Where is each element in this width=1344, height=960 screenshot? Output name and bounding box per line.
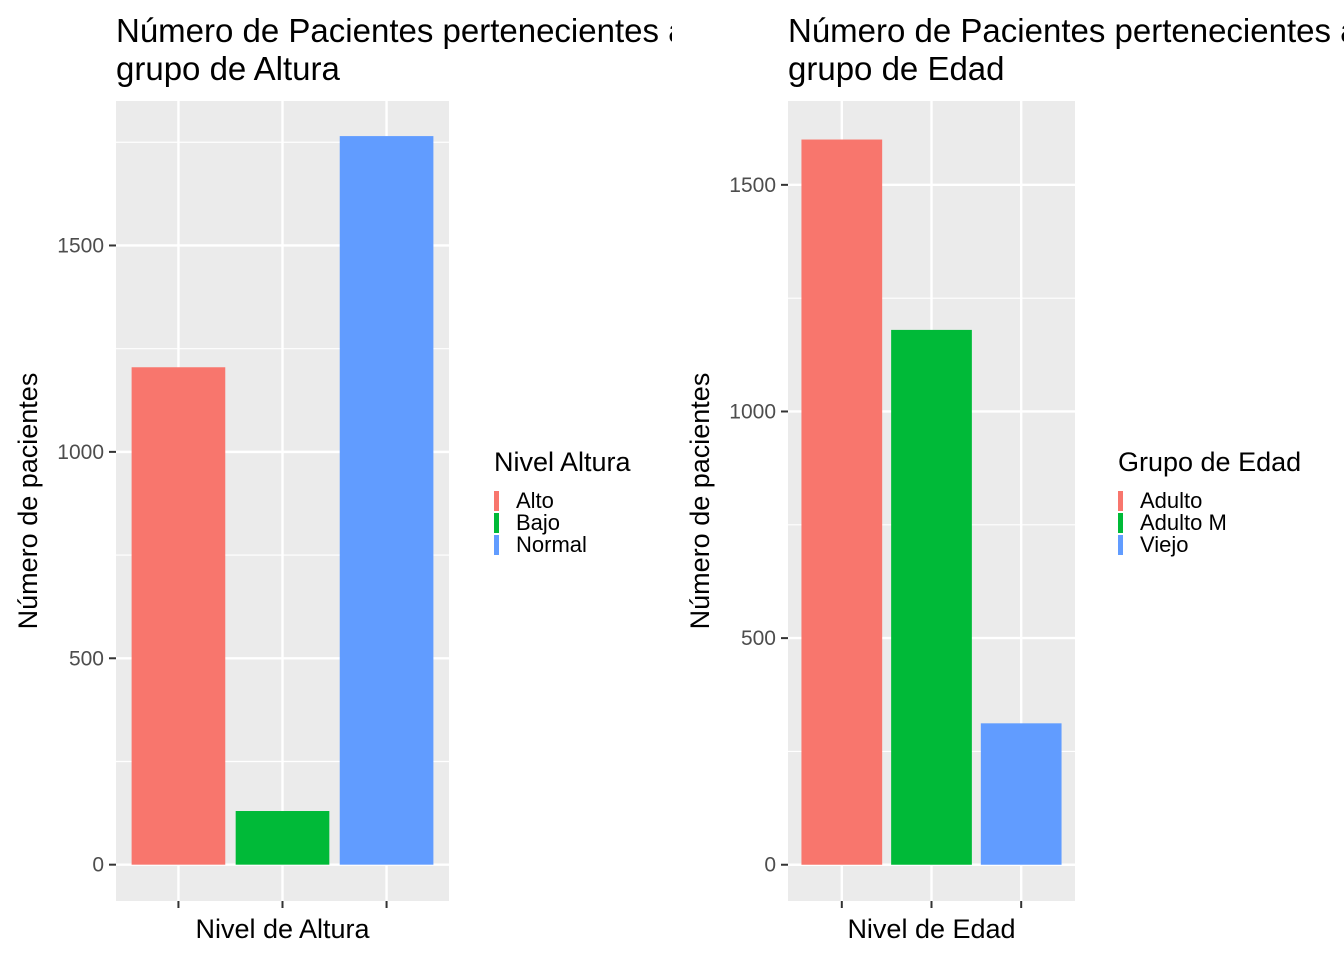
chart-title-edad: Número de Pacientes pertenecientes a cad…: [788, 12, 1344, 88]
y-tick-label: 1500: [729, 174, 776, 197]
bar-adulto: [801, 139, 883, 865]
y-tick-label: 1000: [729, 400, 776, 423]
legend-title: Grupo de Edad: [1118, 447, 1301, 477]
bar-alto: [131, 367, 226, 865]
legend-key: [1118, 513, 1123, 533]
y-tick-label: 500: [741, 627, 776, 650]
legend-key: [1118, 535, 1123, 555]
chart-title-line2: grupo de Edad: [788, 50, 1005, 87]
y-tick-label: 1500: [57, 234, 104, 257]
y-axis-title: Número de pacientes: [685, 373, 715, 630]
bar-chart-edad: 0 500 1000 1500 Nivel de Edad Número de pacie…: [685, 101, 1301, 944]
bar-viejo: [980, 723, 1062, 865]
legend-key: [494, 535, 499, 555]
chart-title-line1: Número de Pacientes pertenecientes a cad…: [788, 12, 1344, 49]
legend-label: Alto: [516, 488, 554, 513]
y-tick-label: 0: [764, 854, 776, 877]
bar-normal: [339, 136, 434, 865]
chart-title-line2: grupo de Altura: [116, 50, 340, 87]
legend-label: Bajo: [516, 510, 560, 535]
legend-key: [494, 491, 499, 511]
y-tick-label: 1000: [57, 441, 104, 464]
bar-adulto-m: [891, 329, 972, 865]
chart-title-altura: Número de Pacientes pertenecientes a cad…: [116, 12, 672, 88]
chart-panel-altura: Número de Pacientes pertenecientes a cad…: [13, 12, 672, 944]
y-axis-title: Número de pacientes: [13, 373, 43, 630]
legend-label: Adulto: [1140, 488, 1202, 513]
legend-key: [1118, 491, 1123, 511]
chart-panel-edad: Número de Pacientes pertenecientes a cad…: [672, 0, 1344, 960]
y-tick-label: 0: [92, 854, 104, 877]
legend-label: Viejo: [1140, 532, 1189, 557]
legend-key: [494, 513, 499, 533]
legend-label: Adulto M: [1140, 510, 1227, 535]
chart-title-line1: Número de Pacientes pertenecientes a cad…: [116, 12, 672, 49]
legend-title: Nivel Altura: [494, 447, 632, 477]
x-axis-title: Nivel de Edad: [847, 914, 1015, 944]
bar-bajo: [235, 811, 330, 865]
x-axis-title: Nivel de Altura: [195, 914, 370, 944]
bar-chart-altura: 0 500 1000 1500 Nivel de Altura Número de pac…: [13, 101, 632, 944]
y-tick-label: 500: [69, 647, 104, 670]
legend-label: Normal: [516, 532, 587, 557]
